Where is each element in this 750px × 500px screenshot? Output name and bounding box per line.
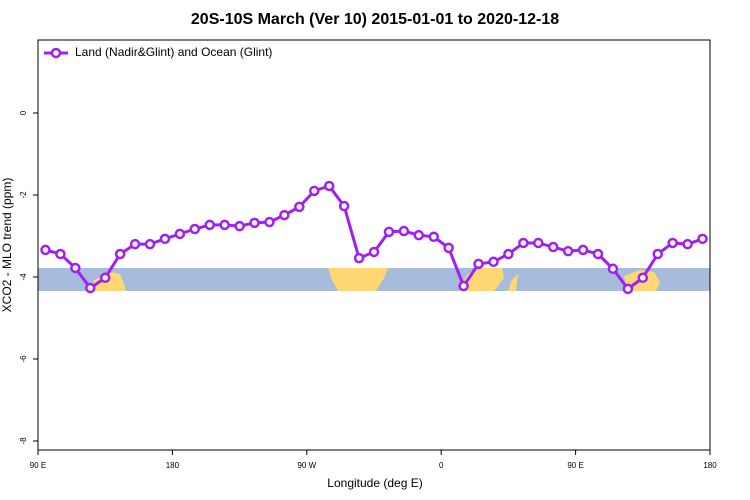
point xyxy=(533,237,544,249)
point xyxy=(368,246,380,258)
y-tick-label: 0 xyxy=(19,110,28,115)
point xyxy=(294,201,305,213)
point xyxy=(338,200,350,212)
point xyxy=(652,248,663,260)
x-axis-title: Longitude (deg E) xyxy=(327,476,422,490)
point xyxy=(204,219,215,231)
point xyxy=(40,244,51,256)
point xyxy=(70,262,81,274)
point xyxy=(443,242,454,254)
point xyxy=(129,238,141,250)
y-tick-label: -2 xyxy=(19,191,28,199)
point xyxy=(577,244,589,256)
point xyxy=(114,248,126,260)
x-tick-label: 90 E xyxy=(30,461,46,470)
point xyxy=(144,238,156,250)
point xyxy=(219,219,230,231)
land xyxy=(328,268,388,291)
y-tick-label: -8 xyxy=(19,437,28,445)
point xyxy=(85,282,96,294)
point xyxy=(562,245,574,257)
point xyxy=(413,229,425,241)
point xyxy=(682,238,693,250)
land xyxy=(92,272,126,291)
point xyxy=(503,248,514,260)
point xyxy=(518,237,529,249)
point xyxy=(323,180,335,192)
point xyxy=(637,272,649,284)
point xyxy=(473,258,484,270)
point xyxy=(234,220,245,232)
point xyxy=(55,248,66,260)
point xyxy=(309,185,320,197)
x-tick-label: 180 xyxy=(166,461,180,470)
point xyxy=(428,231,439,243)
land xyxy=(508,274,518,291)
point xyxy=(622,283,634,295)
point xyxy=(189,223,201,235)
x-tick-label: 90 W xyxy=(297,461,316,470)
point xyxy=(353,252,365,264)
point xyxy=(99,272,111,284)
point xyxy=(488,256,499,268)
x-tick-label: 90 E xyxy=(567,461,583,470)
point xyxy=(592,248,604,260)
legend-label: Land (Nadir&Glint) and Ocean (Glint) xyxy=(75,45,272,59)
point xyxy=(249,217,260,229)
y-tick-label: -4 xyxy=(19,273,28,281)
point xyxy=(279,209,290,221)
point xyxy=(667,237,678,249)
y-tick-label: -6 xyxy=(19,355,28,363)
point xyxy=(458,280,469,292)
y-axis-title: XCO2 - MLO trend (ppm) xyxy=(0,178,14,313)
chart-title: 20S-10S March (Ver 10) 2015-01-01 to 202… xyxy=(191,11,559,28)
point xyxy=(264,216,275,228)
point xyxy=(607,263,619,275)
x-tick-label: 180 xyxy=(703,461,717,470)
point xyxy=(697,233,708,245)
point xyxy=(547,241,559,253)
point xyxy=(159,233,171,245)
point xyxy=(174,228,186,240)
point xyxy=(383,226,395,238)
point xyxy=(398,225,410,237)
legend-marker xyxy=(50,47,62,59)
x-tick-label: 0 xyxy=(439,461,444,470)
plot-frame xyxy=(37,39,711,451)
